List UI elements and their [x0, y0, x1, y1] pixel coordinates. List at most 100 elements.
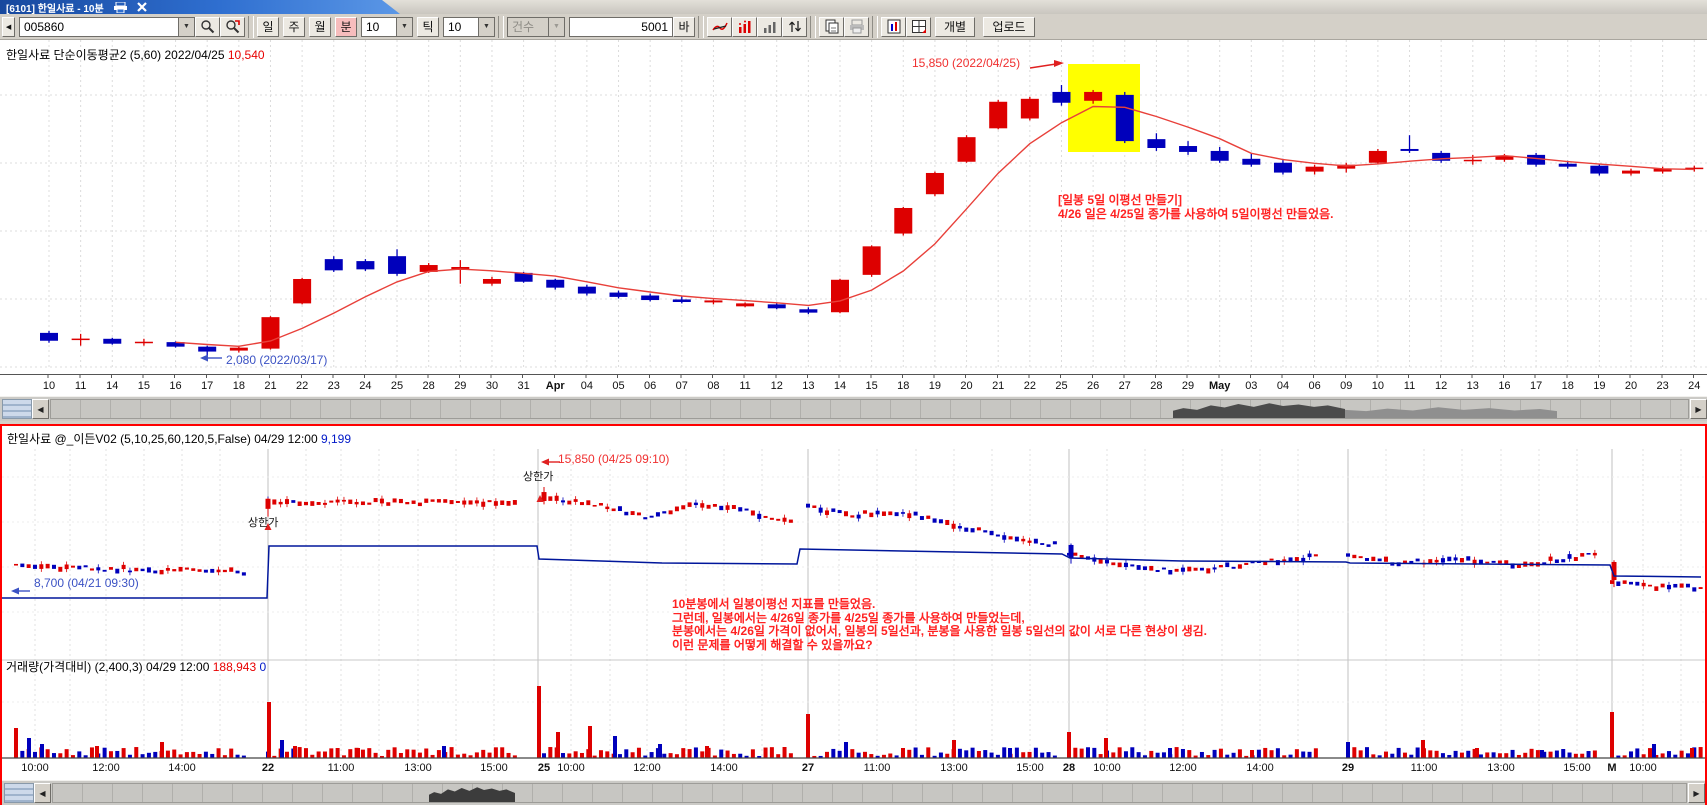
time-label: 12:00 — [92, 762, 120, 774]
period-minute-button[interactable]: 분 — [335, 16, 357, 37]
daily-chart-title: 한일사료 단순이동평균2 (5,60) 2022/04/25 10,540 — [6, 46, 265, 63]
time-label: 12:00 — [1169, 762, 1197, 774]
chevron-down-icon[interactable]: ▼ — [478, 17, 494, 36]
date-label: 18 — [897, 380, 910, 392]
scrollbar-preview-light[interactable] — [1345, 407, 1557, 418]
date-label: 16 — [1498, 380, 1511, 392]
date-label: 15 — [865, 380, 878, 392]
date-label: 29 — [1181, 380, 1195, 392]
chart-grid-icon[interactable] — [906, 16, 931, 37]
date-label: 20 — [960, 380, 973, 392]
time-label: 13:00 — [404, 762, 432, 774]
daily-scrollbar[interactable]: ◀ ▶ — [0, 396, 1707, 421]
scroll-right-icon[interactable]: ▶ — [1688, 783, 1705, 803]
window-tab[interactable]: [6101] 한일사료 - 10분 — [0, 0, 400, 14]
date-label: 14 — [833, 380, 847, 392]
scrollbar-grip[interactable] — [2, 399, 32, 419]
daily-chart-pane[interactable] — [0, 40, 1707, 374]
search-add-icon[interactable] — [220, 16, 245, 37]
time-label: 13:00 — [1487, 762, 1515, 774]
note-line: 분봉에서는 4/26일 가격이 없어서, 일봉의 5일선과, 분봉을 사용한 일… — [672, 624, 1207, 638]
date-label: 15 — [137, 380, 151, 392]
print-chart-icon — [844, 16, 869, 37]
daily-note: [일봉 5일 이평선 만들기] 4/26 일은 4/25일 종가를 사용하여 5… — [1058, 193, 1334, 221]
bar-unit-button[interactable]: 바 — [673, 16, 695, 37]
date-label: 25 — [1055, 380, 1068, 392]
period-month-button[interactable]: 월 — [309, 16, 331, 37]
individual-button[interactable]: 개별 — [935, 16, 975, 37]
date-label: 10 — [42, 380, 56, 392]
date-label: 22 — [1023, 380, 1036, 392]
time-label: 28 — [1062, 762, 1076, 774]
scrollbar-preview-dark[interactable] — [1173, 403, 1345, 418]
bar-chart-red-icon[interactable] — [732, 16, 757, 37]
time-label: 11:00 — [1410, 762, 1438, 774]
minute-scrollbar[interactable]: ◀ ▶ — [2, 780, 1705, 805]
scrollbar-track[interactable] — [52, 783, 1687, 803]
print-icon[interactable] — [113, 1, 127, 13]
volume-label: 거래량(가격대비) (2,400,3) 04/29 12:00 188,943 … — [6, 658, 266, 675]
chart-report-icon[interactable] — [881, 16, 906, 37]
daily-chart-canvas[interactable] — [0, 40, 1707, 374]
upload-button[interactable]: 업로드 — [983, 16, 1035, 37]
date-label: 18 — [232, 380, 245, 392]
date-label: 29 — [454, 380, 467, 392]
time-label: 12:00 — [633, 762, 661, 774]
time-label: 14:00 — [710, 762, 738, 774]
date-label: 19 — [1593, 380, 1606, 392]
tick-combo[interactable]: 10 ▼ — [443, 16, 495, 37]
date-label: 17 — [201, 380, 214, 392]
date-label: 26 — [1086, 380, 1100, 392]
chevron-down-icon[interactable]: ▼ — [396, 17, 412, 36]
date-label: 13 — [1466, 380, 1479, 392]
scrollbar-grip[interactable] — [4, 783, 34, 803]
date-label: 20 — [1624, 380, 1638, 392]
search-icon[interactable] — [195, 16, 220, 37]
date-label: 27 — [1118, 380, 1131, 392]
sort-arrows-icon[interactable] — [782, 16, 807, 37]
time-label: 15:00 — [480, 762, 508, 774]
trend-line-icon[interactable] — [707, 16, 732, 37]
tick-button[interactable]: 틱 — [417, 16, 439, 37]
copy-chart-icon[interactable] — [819, 16, 844, 37]
date-label: 18 — [1561, 380, 1574, 392]
chevron-down-icon[interactable]: ▼ — [178, 17, 194, 36]
date-label: 04 — [580, 380, 593, 392]
time-label: 14:00 — [1246, 762, 1274, 774]
stock-code-combo[interactable]: 005860 ▼ — [19, 16, 195, 37]
minute-value: 10 — [366, 19, 380, 34]
date-label: 13 — [802, 380, 815, 392]
bar-chart-gray-icon[interactable] — [757, 16, 782, 37]
time-label: M — [1607, 762, 1617, 774]
scroll-right-icon[interactable]: ▶ — [1690, 399, 1707, 419]
minute-panel: 한일사료 @_이든V02 (5,10,25,60,120,5,False) 04… — [0, 424, 1707, 805]
date-label: 11 — [1403, 380, 1416, 392]
back-icon[interactable]: ◀ — [2, 16, 15, 37]
daily-title-value: 10,540 — [227, 48, 265, 62]
period-day-button[interactable]: 일 — [257, 16, 279, 37]
close-icon[interactable] — [136, 2, 147, 12]
date-label: 22 — [295, 380, 309, 392]
date-label: 11 — [739, 380, 751, 392]
toolbar: ◀ 005860 ▼ 일 주 월 분 10 ▼ 틱 10 ▼ — [0, 14, 1707, 40]
minute-start-annotation: 8,700 (04/21 09:30) — [34, 576, 139, 590]
time-axis: 10:00 12:00 14:00 22 11:00 13:00 15:00 25 10:00 1… — [2, 760, 1705, 778]
minute-chart-canvas[interactable] — [2, 449, 1705, 759]
date-label: 04 — [1276, 380, 1290, 392]
minute-title-params: (5,10,25,60,120,5,False) 04/29 12:00 — [120, 432, 318, 446]
scroll-left-icon[interactable]: ◀ — [32, 399, 49, 419]
time-label: 27 — [801, 762, 815, 774]
tick-value: 10 — [448, 19, 462, 34]
time-label: 15:00 — [1563, 762, 1591, 774]
date-label: 14 — [106, 380, 119, 392]
period-week-button[interactable]: 주 — [283, 16, 305, 37]
daily-title-params: (5,60) 2022/04/25 — [129, 48, 225, 62]
daily-note-line2: 4/26 일은 4/25일 종가를 사용하여 5일이평선 만들었음. — [1058, 206, 1334, 221]
scroll-left-icon[interactable]: ◀ — [34, 783, 51, 803]
minute-combo[interactable]: 10 ▼ — [361, 16, 413, 37]
scrollbar-preview-dark[interactable] — [429, 787, 515, 802]
bar-count-input[interactable]: 5001 — [569, 16, 673, 37]
window-title: [6101] 한일사료 - 10분 — [6, 3, 104, 15]
note-line: 그런데, 일봉에서는 4/26일 종가를 4/25일 종가를 사용하여 만들었는… — [672, 610, 1025, 625]
time-label: 10:00 — [1093, 762, 1121, 774]
